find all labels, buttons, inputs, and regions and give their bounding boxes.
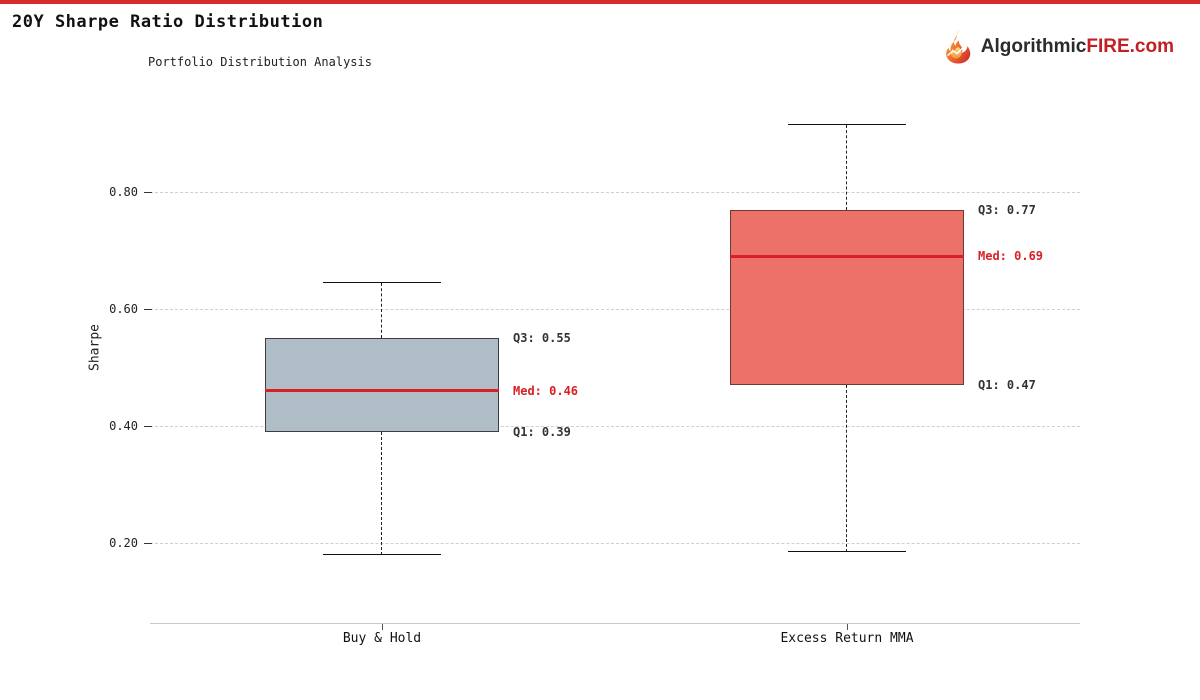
q1-label-buy-hold: Q1: 0.39 xyxy=(513,424,571,439)
logo-text-fire: FIRE xyxy=(1086,36,1130,57)
x-axis-line xyxy=(150,623,1080,624)
gridline-0.80 xyxy=(150,191,1080,193)
whisker-cap-lower-buy-hold xyxy=(323,553,441,555)
page-title: 20Y Sharpe Ratio Distribution xyxy=(12,12,324,32)
y-tick-label: 0.40 xyxy=(109,419,138,433)
median-line-buy-hold xyxy=(265,389,499,393)
x-tick-mark-buy-hold xyxy=(381,624,383,630)
brand-logo: AlgorithmicFIRE.com xyxy=(939,28,1174,66)
whisker-cap-upper-excess-return-mma xyxy=(788,123,906,125)
brand-logo-text: AlgorithmicFIRE.com xyxy=(981,36,1174,58)
y-tick-label: 0.80 xyxy=(109,185,138,199)
logo-text-dark: Algorithmic xyxy=(980,36,1087,57)
whisker-upper-excess-return-mma xyxy=(846,124,847,210)
median-line-excess-return-mma xyxy=(730,254,964,258)
logo-text-suffix: .com xyxy=(1129,36,1174,57)
gridline-0.20 xyxy=(150,542,1080,544)
median-label-excess-return-mma: Med: 0.69 xyxy=(978,249,1044,264)
y-tick-mark xyxy=(144,425,152,427)
whisker-lower-buy-hold xyxy=(381,431,382,555)
flame-icon xyxy=(945,29,971,64)
q3-label-excess-return-mma: Q3: 0.77 xyxy=(978,202,1036,217)
chart-title: Portfolio Distribution Analysis xyxy=(148,55,372,69)
whisker-cap-lower-excess-return-mma xyxy=(788,550,906,552)
y-tick-label: 0.20 xyxy=(109,536,138,550)
y-tick-mark xyxy=(144,542,152,544)
y-tick-mark xyxy=(144,308,152,310)
box-buy-hold xyxy=(265,338,499,432)
x-category-label-excess-return-mma: Excess Return MMA xyxy=(780,631,914,646)
gridline-0.40 xyxy=(150,425,1080,427)
whisker-lower-excess-return-mma xyxy=(846,385,847,552)
y-tick-mark xyxy=(144,191,152,193)
y-tick-label: 0.60 xyxy=(109,302,138,316)
x-tick-mark-excess-return-mma xyxy=(846,624,848,630)
gridline-0.60 xyxy=(150,308,1080,310)
accent-top-bar xyxy=(0,0,1200,4)
q1-label-excess-return-mma: Q1: 0.47 xyxy=(978,378,1036,393)
whisker-cap-upper-buy-hold xyxy=(323,281,441,283)
median-label-buy-hold: Med: 0.46 xyxy=(513,383,579,398)
q3-label-buy-hold: Q3: 0.55 xyxy=(513,331,571,346)
x-category-label-buy-hold: Buy & Hold xyxy=(342,631,422,646)
whisker-upper-buy-hold xyxy=(381,282,382,339)
box-excess-return-mma xyxy=(730,209,964,386)
